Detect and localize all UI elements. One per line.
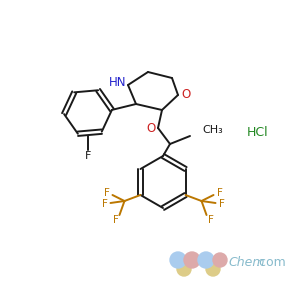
Text: O: O [182, 88, 190, 101]
Text: CH₃: CH₃ [202, 125, 223, 135]
Text: HCl: HCl [247, 125, 269, 139]
Text: .com: .com [256, 256, 287, 268]
Text: Chem: Chem [228, 256, 265, 268]
Text: O: O [146, 122, 156, 134]
Text: F: F [101, 199, 107, 209]
Text: F: F [112, 215, 118, 225]
Circle shape [170, 252, 186, 268]
Circle shape [213, 253, 227, 267]
Text: F: F [85, 151, 91, 161]
Text: F: F [103, 188, 109, 198]
Circle shape [206, 262, 220, 276]
Circle shape [198, 252, 214, 268]
Circle shape [177, 262, 191, 276]
Circle shape [184, 252, 200, 268]
Text: F: F [219, 199, 224, 209]
Text: F: F [217, 188, 223, 198]
Text: HN: HN [109, 76, 127, 88]
Text: F: F [208, 215, 214, 225]
